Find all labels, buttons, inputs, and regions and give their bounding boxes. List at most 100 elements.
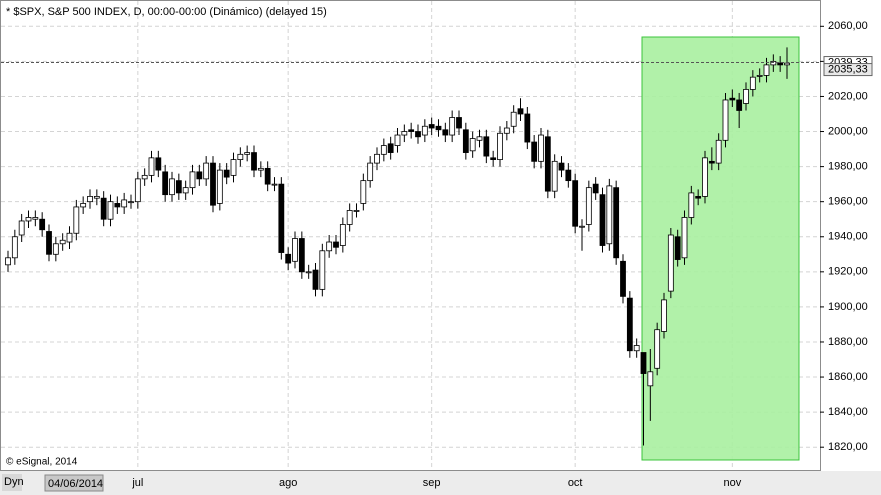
candle-body (52, 243, 59, 255)
candle-body (80, 203, 87, 208)
candle-body (319, 250, 326, 290)
candle-body (681, 217, 688, 259)
candle-body (483, 136, 490, 157)
candle-body (756, 75, 763, 77)
candle-body (196, 171, 203, 180)
candle-body (408, 129, 415, 132)
candle-body (175, 180, 182, 194)
candle-body (251, 152, 257, 171)
candle-body (640, 352, 647, 374)
candle-body (223, 169, 230, 178)
price-label: 2035,33 (828, 63, 868, 75)
candle-body (729, 97, 736, 101)
candle-body (763, 64, 770, 76)
candle-body (73, 206, 80, 234)
candle-body (326, 241, 333, 252)
candle-body (749, 76, 756, 90)
y-tick-label: 2000,00 (828, 125, 868, 137)
candle-body (353, 210, 360, 212)
candle-body (579, 225, 585, 228)
candle-body (46, 231, 52, 255)
candle-body (169, 178, 175, 196)
candle-body (722, 99, 729, 141)
candle-body (32, 217, 39, 220)
candle-body (312, 269, 319, 290)
candle-body (305, 271, 312, 274)
candle-body (380, 145, 387, 155)
candle-body (517, 108, 524, 115)
y-tick-label: 1940,00 (828, 231, 868, 243)
candle-body (134, 178, 141, 203)
candle-body (667, 234, 674, 292)
candle-body (257, 167, 264, 171)
candle-body (626, 297, 633, 352)
candle-body (230, 159, 237, 176)
candle-body (456, 117, 462, 129)
x-tick-label: ago (279, 477, 297, 489)
candle-body (428, 124, 435, 129)
candle-body (203, 162, 210, 180)
candle-body (544, 136, 551, 192)
y-tick-label: 1840,00 (828, 406, 868, 418)
candle-body (285, 253, 292, 264)
y-tick-label: 1920,00 (828, 266, 868, 278)
candle-body (292, 238, 298, 262)
date-box (44, 474, 104, 492)
plot-frame (0, 0, 821, 471)
candle-body (141, 174, 148, 180)
candle-body (339, 224, 346, 246)
candle-body (633, 345, 640, 352)
x-tick-label: sep (423, 477, 441, 489)
y-tick-label: 1860,00 (828, 371, 868, 383)
candle-body (695, 196, 702, 199)
candle-body (497, 132, 503, 160)
candle-body (39, 218, 46, 231)
candle-body (702, 157, 708, 197)
candle-body (360, 180, 367, 204)
mode-label: Dyn (4, 476, 24, 488)
candle-body (572, 180, 579, 227)
candle-body (128, 201, 134, 204)
candle-body (661, 299, 667, 332)
candle-body (121, 199, 128, 208)
cursor-date: 04/06/2014 (48, 478, 103, 490)
candle-body (736, 99, 743, 111)
bottom-strip (0, 471, 881, 495)
candle-body (551, 160, 558, 192)
candle-body (715, 139, 722, 164)
candle-body (743, 89, 749, 104)
candle-body (565, 169, 572, 182)
candle-body (469, 138, 476, 152)
y-tick-label: 1820,00 (828, 441, 868, 453)
candle-body (401, 131, 408, 136)
candle-body (387, 143, 394, 153)
candle-body (524, 113, 531, 143)
candle-body (18, 220, 25, 236)
candle-body (210, 162, 216, 206)
candle-body (620, 260, 626, 297)
candle-body (244, 152, 251, 155)
y-tick-label: 2020,00 (828, 90, 868, 102)
candle-body (647, 371, 654, 387)
candle-body (367, 162, 374, 182)
mode-box (2, 474, 22, 491)
candle-body (148, 157, 155, 176)
candle-body (503, 127, 510, 134)
candle-body (182, 187, 189, 194)
candle-body (162, 171, 169, 196)
candle-body (5, 257, 11, 266)
candle-body (346, 210, 353, 225)
candle-body (87, 196, 93, 203)
candle-body (66, 232, 73, 243)
candle-body (435, 125, 442, 131)
candle-body (100, 197, 107, 220)
candle-body (654, 329, 661, 369)
y-tick-label: 1900,00 (828, 301, 868, 313)
candle-body (155, 157, 162, 171)
price-label-box (823, 63, 873, 77)
candle-body (606, 185, 613, 245)
x-tick-label: jul (131, 477, 143, 489)
y-tick-label: 2060,00 (828, 20, 868, 32)
chart-title: * $SPX, S&P 500 INDEX, D, 00:00-00:00 (D… (6, 6, 327, 18)
candle-body (538, 134, 544, 162)
